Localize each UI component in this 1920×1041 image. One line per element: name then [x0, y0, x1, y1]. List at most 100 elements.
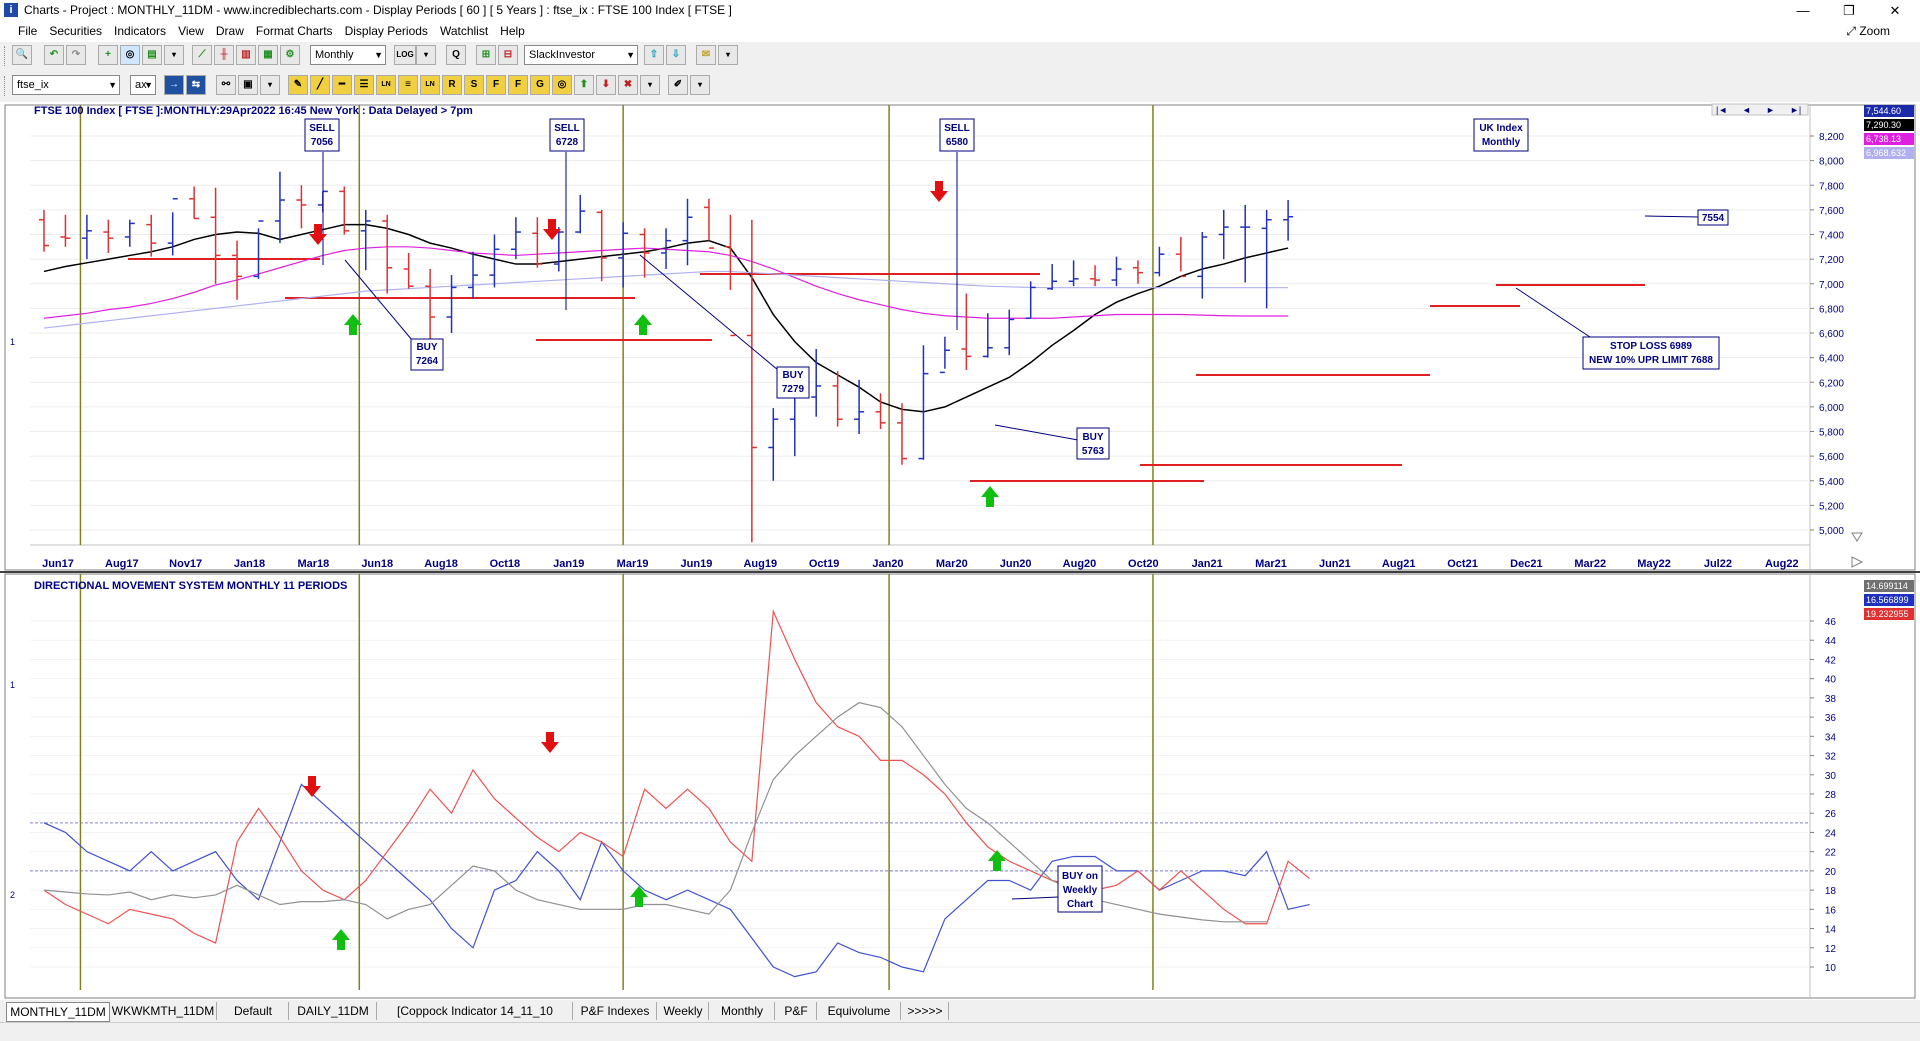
log-scale-button[interactable]: LOG: [394, 45, 416, 65]
toolbar-grip[interactable]: [4, 76, 11, 96]
buy-arrow-icon[interactable]: [332, 929, 350, 950]
info-cursor-icon[interactable]: ◎: [120, 45, 140, 65]
sell-arrow-icon[interactable]: [303, 776, 321, 797]
settings-icon[interactable]: ⚙: [280, 45, 300, 65]
scan-icon[interactable]: ▣: [238, 75, 258, 95]
refresh-icon[interactable]: ⇆: [186, 75, 206, 95]
dropdown-icon[interactable]: ▾: [690, 75, 710, 95]
move-up-icon[interactable]: ⇧: [644, 45, 664, 65]
zoom-button[interactable]: ⤢ Zoom: [1846, 24, 1890, 39]
dropdown-icon[interactable]: ▾: [640, 75, 660, 95]
candle-chart-icon[interactable]: ▥: [236, 45, 256, 65]
buy-arrow-icon[interactable]: ⬆: [574, 75, 594, 95]
buy-arrow-icon[interactable]: [634, 314, 652, 335]
minimize-button[interactable]: —: [1796, 3, 1810, 18]
dropdown-icon[interactable]: ▾: [164, 45, 184, 65]
annotation-buy-5763[interactable]: BUY 5763: [1076, 427, 1110, 460]
chart-area[interactable]: FTSE 100 Index [ FTSE ]:MONTHLY:29Apr202…: [0, 102, 1920, 1000]
tab-monthly-11dm[interactable]: MONTHLY_11DM: [6, 1002, 110, 1022]
close-button[interactable]: ✕: [1889, 3, 1901, 18]
tab-coppock[interactable]: [Coppock Indicator 14_11_10 Months]: [378, 1002, 573, 1036]
menu-indicators[interactable]: Indicators: [114, 24, 167, 38]
support-icon[interactable]: S: [464, 75, 484, 95]
tab-default[interactable]: Default: [218, 1002, 289, 1020]
fan-icon[interactable]: F: [508, 75, 528, 95]
nav-prev-button[interactable]: ◄: [1742, 105, 1751, 115]
tab-equivolume[interactable]: Equivolume: [818, 1002, 901, 1020]
bar-chart-icon[interactable]: ╫: [214, 45, 234, 65]
tab-more[interactable]: >>>>>: [902, 1002, 949, 1020]
candle-volume-icon[interactable]: ▦: [258, 45, 278, 65]
annotation-last-price[interactable]: 7554: [1697, 209, 1729, 226]
quote-icon[interactable]: Q: [446, 45, 466, 65]
annotation-uk-index[interactable]: UK Index Monthly: [1473, 118, 1529, 152]
tab-pf-indexes[interactable]: P&F Indexes: [574, 1002, 657, 1020]
page-icon[interactable]: ▤: [142, 45, 162, 65]
sell-arrow-icon[interactable]: [309, 224, 327, 245]
log-regression-icon[interactable]: LN: [420, 75, 440, 95]
search-icon[interactable]: 🔍: [12, 45, 32, 65]
annotation-sell-6728[interactable]: SELL 6728: [549, 118, 585, 152]
redo-icon[interactable]: ↷: [66, 45, 86, 65]
sell-arrow-icon[interactable]: ⬇: [596, 75, 616, 95]
resistance-icon[interactable]: R: [442, 75, 462, 95]
template-add-icon[interactable]: ⊞: [476, 45, 496, 65]
menu-view[interactable]: View: [178, 24, 204, 38]
line-chart-icon[interactable]: ⟋: [192, 45, 212, 65]
tab-monthly[interactable]: Monthly: [710, 1002, 775, 1020]
toolbar-grip[interactable]: [4, 46, 11, 66]
fibonacci-icon[interactable]: F: [486, 75, 506, 95]
restore-button[interactable]: ❐: [1843, 3, 1855, 18]
menu-help[interactable]: Help: [500, 24, 525, 38]
nav-first-button[interactable]: |◄: [1716, 105, 1727, 115]
annotation-sell-7056[interactable]: SELL 7056: [304, 118, 340, 152]
tab-wkwkmth-11dm[interactable]: WKWKMTH_11DM: [110, 1002, 217, 1020]
annotation-stop-loss[interactable]: STOP LOSS 6989 NEW 10% UPR LIMIT 7688: [1582, 336, 1720, 370]
annotation-sell-6580[interactable]: SELL 6580: [939, 118, 975, 152]
nav-last-button[interactable]: ►|: [1790, 105, 1801, 115]
buy-arrow-icon[interactable]: [988, 850, 1006, 871]
sell-arrow-icon[interactable]: [541, 732, 559, 753]
template-select[interactable]: SlackInvestor ▼: [524, 45, 638, 65]
paintbrush-icon[interactable]: ✐: [668, 75, 688, 95]
buy-arrow-icon[interactable]: [630, 886, 648, 907]
email-icon[interactable]: ✉: [696, 45, 716, 65]
security-input[interactable]: ftse_ix ▼: [12, 75, 120, 95]
exchange-select[interactable]: ax ▼: [130, 75, 156, 95]
annotation-buy-7264[interactable]: BUY 7264: [410, 338, 444, 371]
dropdown-icon[interactable]: ▾: [416, 45, 436, 65]
menu-draw[interactable]: Draw: [215, 24, 244, 38]
ellipse-icon[interactable]: ◎: [552, 75, 572, 95]
menu-file[interactable]: File: [18, 24, 38, 38]
annotation-buy-weekly[interactable]: BUY on Weekly Chart: [1057, 865, 1103, 913]
template-remove-icon[interactable]: ⊟: [498, 45, 518, 65]
binoculars-icon[interactable]: ⚯: [216, 75, 236, 95]
go-icon[interactable]: →: [164, 75, 184, 95]
scale-down-icon[interactable]: [1851, 532, 1863, 542]
horizontal-line-icon[interactable]: ━: [332, 75, 352, 95]
undo-icon[interactable]: ↶: [44, 45, 64, 65]
parallel-lines-icon[interactable]: ☰: [354, 75, 374, 95]
tab-pf[interactable]: P&F: [776, 1002, 817, 1020]
linear-regression-icon[interactable]: LN: [376, 75, 396, 95]
nav-next-button[interactable]: ►: [1766, 105, 1775, 115]
menu-watchlist[interactable]: Watchlist: [439, 24, 489, 38]
scroll-right-icon[interactable]: [1851, 556, 1864, 568]
menu-format-charts[interactable]: Format Charts: [255, 24, 333, 38]
gann-icon[interactable]: G: [530, 75, 550, 95]
move-down-icon[interactable]: ⇩: [666, 45, 686, 65]
delete-icon[interactable]: ✖: [618, 75, 638, 95]
tab-weekly[interactable]: Weekly: [658, 1002, 709, 1020]
annotation-buy-7279[interactable]: BUY 7279: [776, 366, 810, 399]
period-select[interactable]: Monthly ▼: [310, 45, 386, 65]
dropdown-icon[interactable]: ▾: [260, 75, 280, 95]
dropdown-icon[interactable]: ▾: [718, 45, 738, 65]
sell-arrow-icon[interactable]: [543, 219, 561, 240]
trendline-icon[interactable]: ╱: [310, 75, 330, 95]
channel-icon[interactable]: ≡: [398, 75, 418, 95]
tab-daily-11dm[interactable]: DAILY_11DM: [290, 1002, 377, 1020]
buy-arrow-icon[interactable]: [981, 486, 999, 507]
sell-arrow-icon[interactable]: [930, 181, 948, 202]
menu-display-periods[interactable]: Display Periods: [344, 24, 428, 38]
crosshair-icon[interactable]: +: [98, 45, 118, 65]
